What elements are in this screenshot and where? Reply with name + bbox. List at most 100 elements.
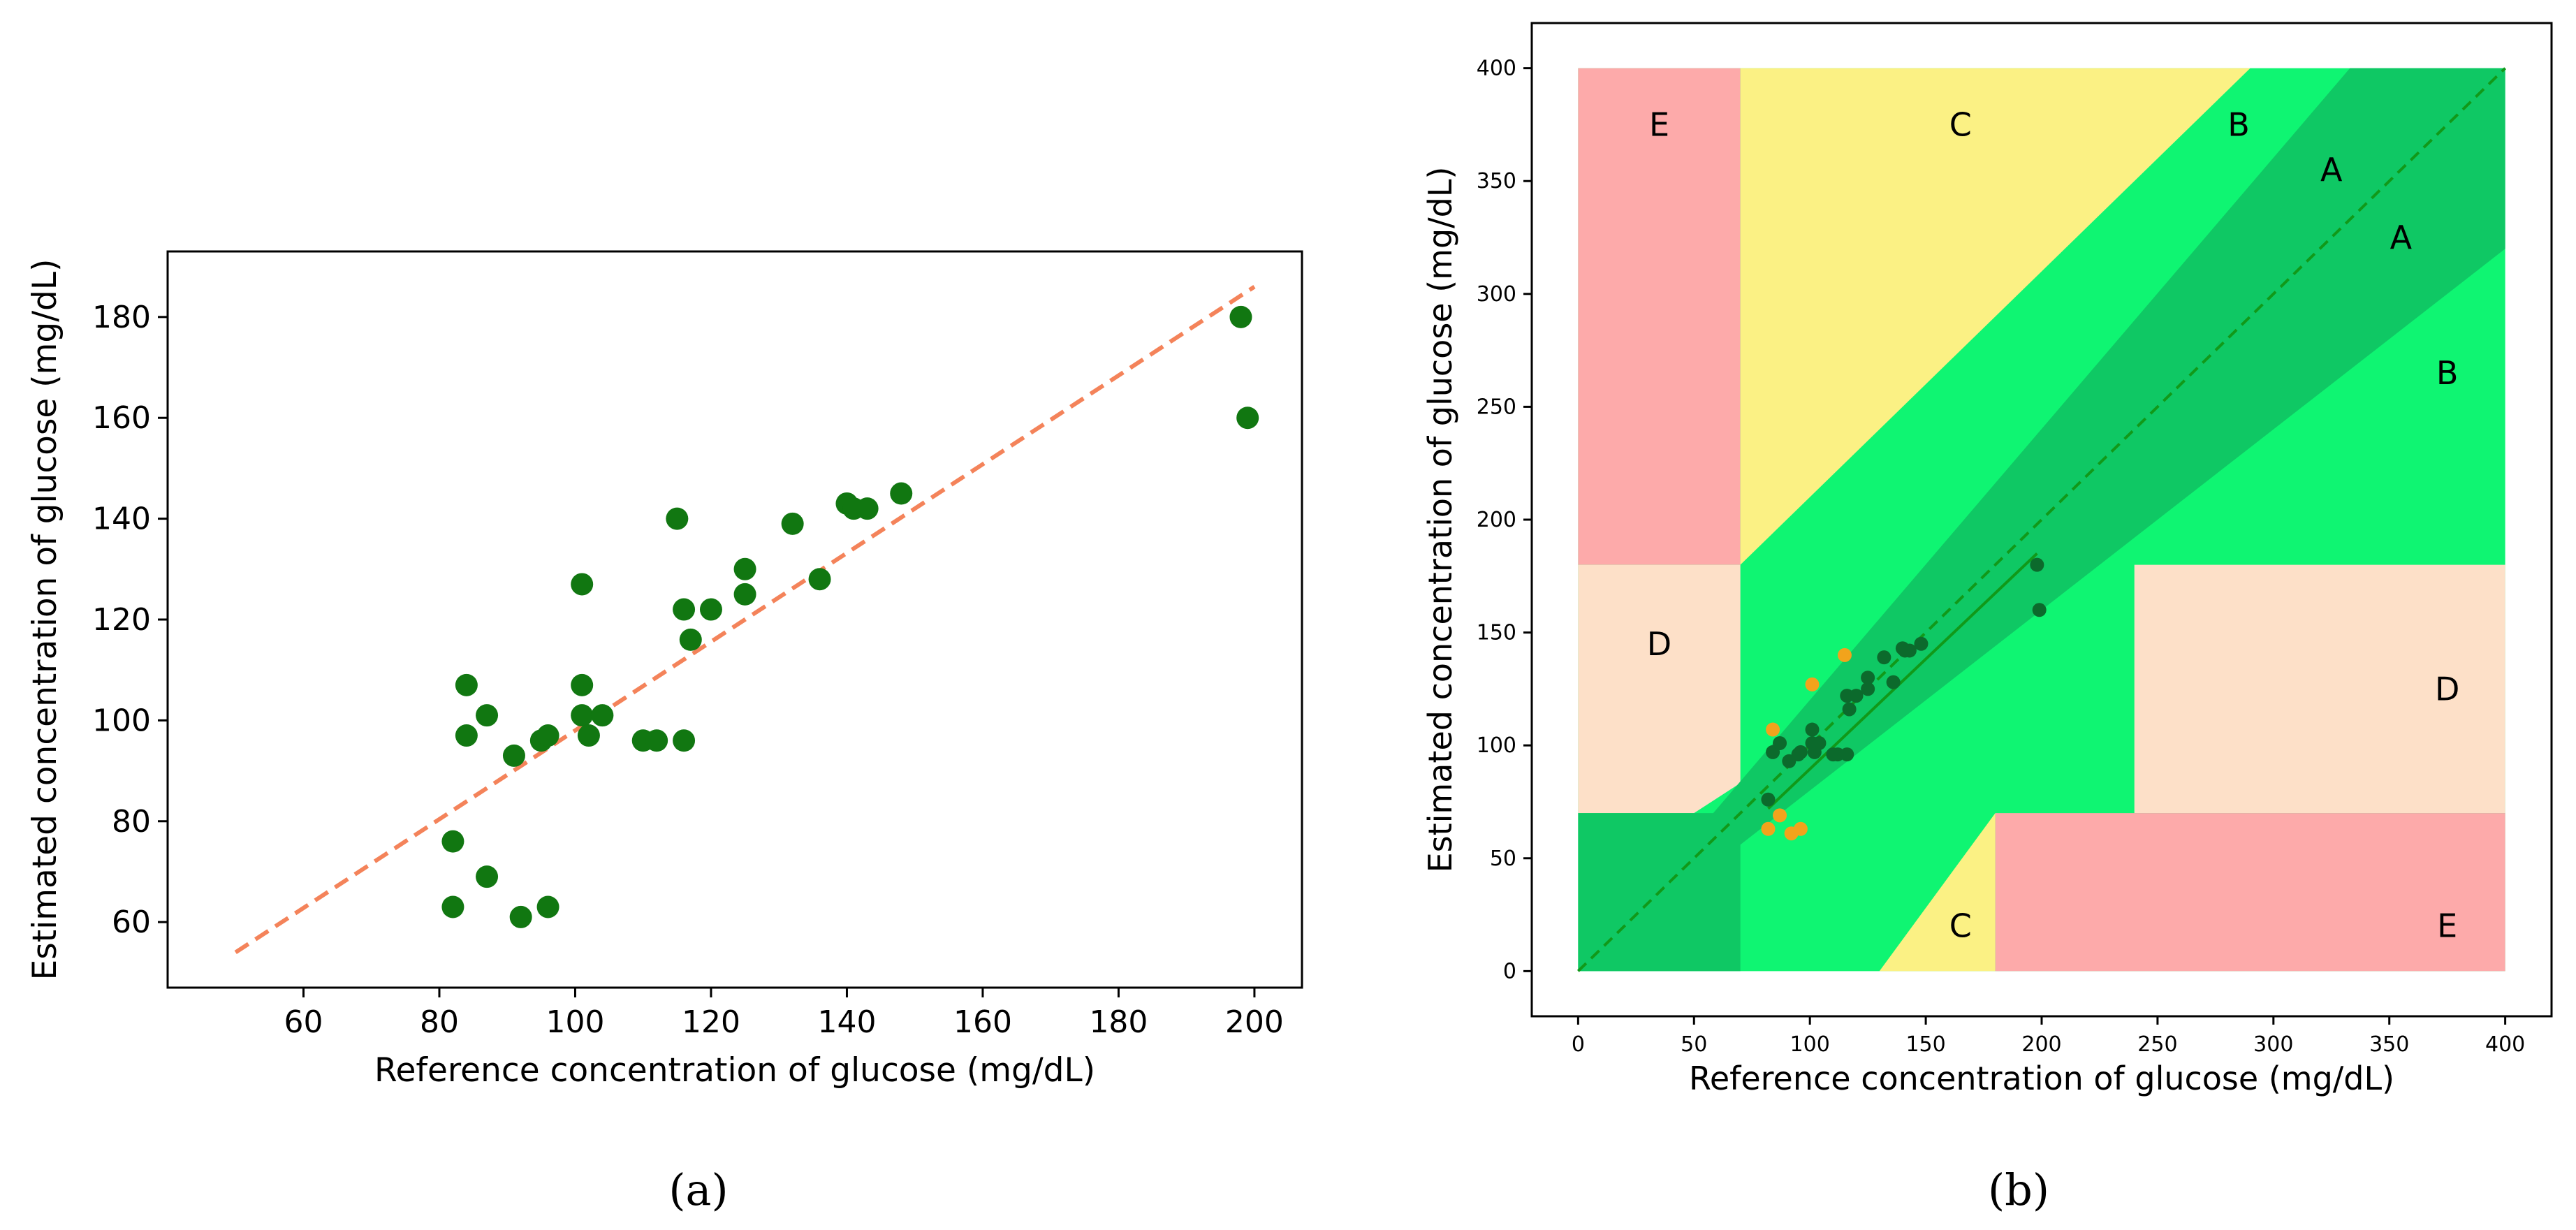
- panel-a-data-point: [666, 507, 689, 530]
- panel-a-data-point: [645, 729, 668, 752]
- panel-a-data-point: [808, 568, 831, 591]
- panel-b-x-tick-label: 0: [1572, 1032, 1585, 1057]
- panel-a-x-tick-label: 100: [546, 1004, 604, 1040]
- panel-a-data-point: [591, 704, 614, 727]
- panel-a-data-point: [890, 482, 913, 505]
- panel-a-data-point: [509, 905, 532, 928]
- panel-b-data-point: [1842, 702, 1857, 717]
- panel-a-x-tick-label: 160: [953, 1004, 1012, 1040]
- caption-b: (b): [1988, 1164, 2049, 1215]
- panel-a-data-point: [571, 673, 594, 696]
- panel-a-y-ticks: 60 80 100 120 140 160 180: [92, 300, 168, 940]
- panel-a-data-point: [441, 830, 464, 853]
- caption-a: (a): [668, 1164, 728, 1215]
- panel-a-data-point: [536, 724, 559, 747]
- panel-b-data-point: [1861, 671, 1875, 685]
- panel-b-outlier-point: [1761, 821, 1776, 836]
- panel-b-data-point: [2030, 557, 2044, 572]
- panel-a-data-point: [571, 704, 594, 727]
- panel-a-data-point: [455, 673, 478, 696]
- panel-a-x-tick-label: 60: [284, 1004, 323, 1040]
- panel-b-y-tick-label: 50: [1490, 847, 1516, 871]
- panel-a-data-point: [441, 895, 464, 918]
- panel-a-data-point: [455, 724, 478, 747]
- panel-b-outlier-point: [1805, 677, 1820, 691]
- panel-b-y-axis-label: Estimated concentration of glucose (mg/d…: [1421, 167, 1459, 873]
- panel-b-x-tick-label: 100: [1790, 1032, 1830, 1057]
- panel-b-x-tick-label: 150: [1905, 1032, 1945, 1057]
- panel-a-y-tick-label: 160: [92, 400, 151, 436]
- panel-b-x-tick-label: 350: [2369, 1032, 2409, 1057]
- panel-b-data-point: [1914, 636, 1929, 651]
- panel-b-zone-label: B: [2436, 354, 2459, 392]
- panel-b-data-point: [1773, 735, 1787, 750]
- panel-b-y-tick-label: 150: [1477, 621, 1516, 645]
- panel-b-zone-labels: E C B A A B D D C E: [1647, 105, 2460, 944]
- panel-b-zone-label: A: [2390, 219, 2413, 256]
- panel-b-outlier-point: [1766, 722, 1780, 737]
- panel-b-data-point: [1812, 735, 1827, 750]
- panel-b-y-tick-label: 100: [1477, 733, 1516, 758]
- panel-a-data-point: [476, 865, 499, 888]
- panel-a-data-point: [679, 628, 702, 651]
- panel-b-x-tick-label: 300: [2253, 1032, 2293, 1057]
- panel-a-data-point: [577, 724, 600, 747]
- panel-a-data-point: [733, 557, 756, 580]
- panel-b-x-tick-label: 250: [2137, 1032, 2177, 1057]
- panel-a-x-ticks: 60 80 100 120 140 160 180 200: [284, 988, 1284, 1040]
- panel-b-data-point: [1886, 675, 1901, 689]
- panel-a-y-axis-label: Estimated concentration of glucose (mg/d…: [26, 259, 64, 981]
- panel-a-data-point: [1236, 407, 1259, 430]
- panel-b-outlier-point: [1837, 647, 1852, 662]
- panel-a-x-axis-label: Reference concentration of glucose (mg/d…: [374, 1051, 1095, 1090]
- panel-a-x-tick-label: 140: [817, 1004, 876, 1040]
- panel-a-y-tick-label: 60: [112, 905, 151, 940]
- panel-a-data-point: [673, 598, 696, 621]
- panel-a-y-tick-label: 180: [92, 300, 151, 335]
- panel-b-y-tick-label: 200: [1477, 508, 1516, 532]
- panel-b-fit-line: [1767, 552, 2038, 810]
- panel-b-x-axis-label: Reference concentration of glucose (mg/d…: [1689, 1060, 2394, 1097]
- panel-b-data-point: [1840, 747, 1854, 762]
- panel-b-y-tick-label: 250: [1477, 395, 1516, 419]
- panel-b-zone-c-upper: [1740, 68, 2251, 565]
- panel-a-x-tick-label: 80: [420, 1004, 459, 1040]
- panel-a-y-tick-label: 120: [92, 602, 151, 638]
- panel-a-data-point: [733, 583, 756, 606]
- panel-b-x-tick-label: 50: [1681, 1032, 1707, 1057]
- panel-a-y-tick-label: 100: [92, 703, 151, 738]
- panel-b-data-point: [1805, 722, 1820, 737]
- panel-b-x-tick-label: 200: [2021, 1032, 2061, 1057]
- panel-b-error-grid-chart: E C B A A B D D C E 0 50 100 150 200 250 300 350 400 0 50 1…: [1421, 22, 2553, 1097]
- panel-b-data-point: [2032, 603, 2047, 617]
- panel-a-data-point: [502, 744, 525, 767]
- panel-b-marks: [1576, 67, 2507, 972]
- panel-a-x-tick-label: 200: [1225, 1004, 1284, 1040]
- panel-b-outlier-point: [1773, 808, 1787, 823]
- panel-a-fit-line: [234, 285, 1256, 954]
- panel-b-zone-d-left: [1578, 564, 1741, 814]
- panel-a-data-point: [781, 512, 804, 535]
- panel-a-data-point: [476, 704, 499, 727]
- panel-a-data-point: [571, 573, 594, 596]
- panel-a-y-tick-label: 140: [92, 501, 151, 537]
- panel-b-zone-label: C: [1949, 907, 1972, 945]
- panel-b-data-point: [1902, 643, 1917, 658]
- panel-b-zone-c-lower: [1879, 813, 1996, 972]
- panel-b-y-ticks: 0 50 100 150 200 250 300 350 400: [1477, 57, 1532, 983]
- panel-b-y-tick-label: 350: [1477, 169, 1516, 193]
- panel-a-data-point: [1229, 305, 1252, 328]
- panel-b-zone-label: D: [2435, 670, 2459, 708]
- panel-b-data-point: [1877, 650, 1891, 665]
- panel-b-zone-label: D: [1647, 625, 1671, 663]
- panel-b-zone-label: E: [1649, 105, 1669, 143]
- panel-b-zone-label: B: [2227, 105, 2250, 143]
- panel-b-zone-label: E: [2437, 907, 2457, 945]
- panel-a-data-point: [673, 729, 696, 752]
- panel-b-data-point: [1849, 689, 1864, 703]
- panel-a-data-point: [536, 895, 559, 918]
- panel-b-zone-label: C: [1949, 105, 1972, 143]
- panel-a-data-point: [856, 497, 879, 520]
- panel-b-data-point: [1793, 745, 1808, 759]
